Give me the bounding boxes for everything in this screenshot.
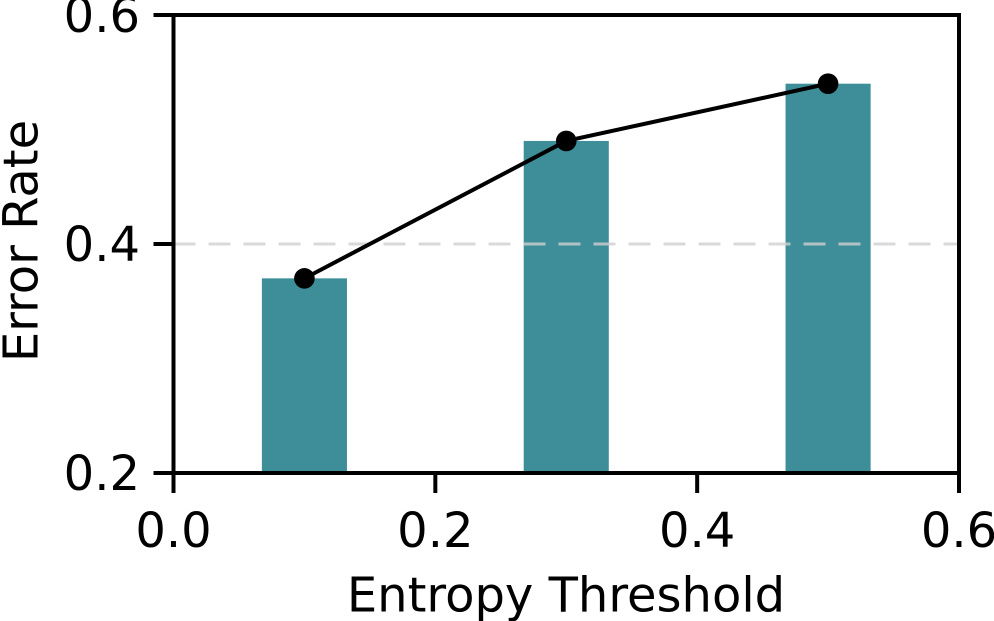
x-axis-label: Entropy Threshold <box>346 567 786 621</box>
x-tick-label-3: 0.6 <box>921 503 994 559</box>
y-tick-label-1: 0.4 <box>64 217 140 273</box>
data-point-marker-2 <box>817 73 839 94</box>
data-point-marker-1 <box>555 130 577 152</box>
y-axis-label: Error Rate <box>0 119 50 363</box>
y-tick-label-0: 0.2 <box>64 446 140 502</box>
data-point-marker-0 <box>294 268 315 289</box>
x-tick-label-2: 0.4 <box>659 503 735 559</box>
bar-0 <box>261 278 347 473</box>
y-tick-label-2: 0.6 <box>64 0 140 44</box>
x-tick-label-0: 0.0 <box>135 503 211 559</box>
x-tick-label-1: 0.2 <box>397 503 473 559</box>
bar-1 <box>523 140 609 473</box>
bar-2 <box>785 83 871 473</box>
